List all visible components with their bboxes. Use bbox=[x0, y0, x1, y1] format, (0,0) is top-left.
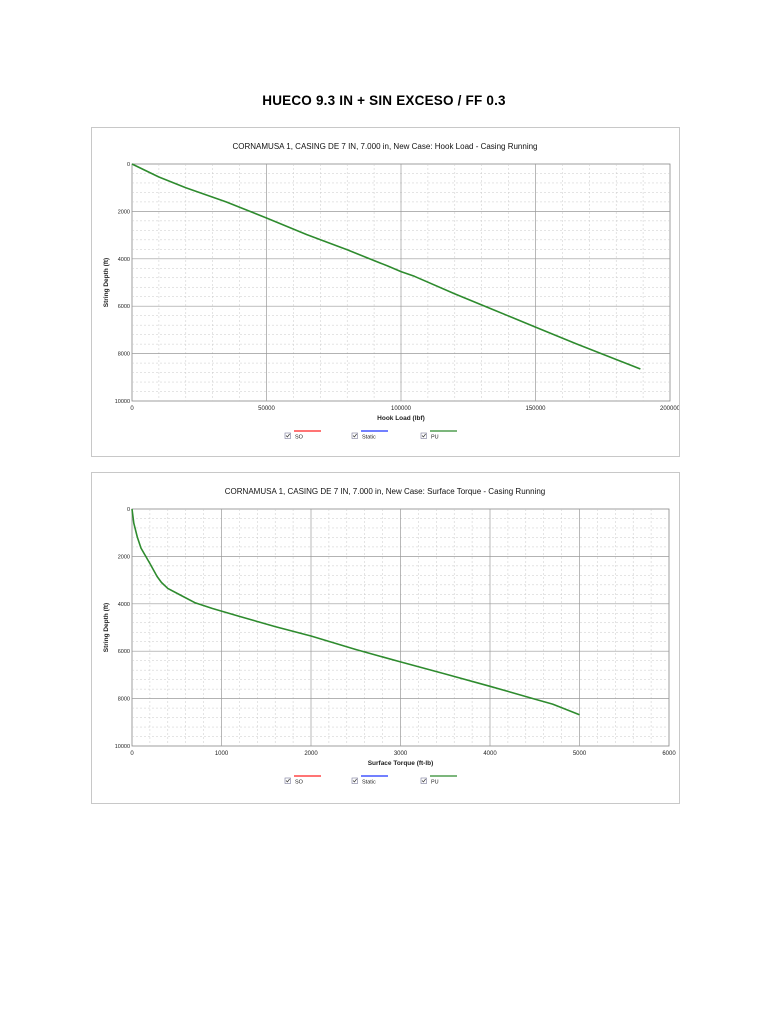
legend-checkbox[interactable] bbox=[351, 432, 358, 439]
legend: SO Static PU bbox=[284, 430, 457, 441]
series-line-pu bbox=[131, 508, 580, 716]
y-tick-label: 4000 bbox=[118, 257, 130, 263]
y-tick-label: 2000 bbox=[118, 554, 130, 560]
x-tick-label: 0 bbox=[130, 751, 134, 757]
x-tick-label: 1000 bbox=[215, 751, 229, 757]
y-tick-label: 10000 bbox=[115, 744, 130, 750]
x-tick-label: 0 bbox=[130, 406, 134, 412]
y-tick-label: 8000 bbox=[118, 352, 130, 358]
check-icon bbox=[421, 433, 426, 438]
x-tick-label: 2000 bbox=[304, 751, 318, 757]
y-tick-label: 2000 bbox=[118, 209, 130, 215]
x-axis-label: Surface Torque (ft-lb) bbox=[368, 760, 434, 767]
x-tick-label: 5000 bbox=[573, 751, 587, 757]
legend-checkbox[interactable] bbox=[351, 777, 358, 784]
y-tick-label: 0 bbox=[127, 507, 130, 513]
grid bbox=[132, 509, 669, 746]
legend-label: Static bbox=[362, 780, 376, 786]
x-tick-label: 200000 bbox=[660, 406, 679, 412]
document-title: HUECO 9.3 IN + SIN EXCESO / FF 0.3 bbox=[262, 93, 506, 108]
legend-checkbox[interactable] bbox=[284, 432, 291, 439]
legend-label: PU bbox=[431, 435, 439, 441]
surface-torque-chart-panel: CORNAMUSA 1, CASING DE 7 IN, 7.000 in, N… bbox=[91, 472, 680, 804]
hook-load-chart: CORNAMUSA 1, CASING DE 7 IN, 7.000 in, N… bbox=[103, 142, 679, 441]
y-tick-label: 8000 bbox=[118, 697, 130, 703]
y-axis-label: String Depth (ft) bbox=[103, 258, 110, 307]
legend-label: Static bbox=[362, 435, 376, 441]
legend-checkbox[interactable] bbox=[420, 777, 427, 784]
y-tick-label: 10000 bbox=[115, 399, 130, 405]
legend-label: SO bbox=[295, 435, 304, 441]
x-tick-label: 150000 bbox=[525, 406, 546, 412]
legend-checkbox[interactable] bbox=[284, 777, 291, 784]
y-tick-label: 6000 bbox=[118, 304, 130, 310]
x-tick-label: 50000 bbox=[258, 406, 275, 412]
x-axis-label: Hook Load (lbf) bbox=[377, 415, 425, 422]
legend: SO Static PU bbox=[284, 775, 457, 786]
legend-label: SO bbox=[295, 780, 304, 786]
legend-label: PU bbox=[431, 780, 439, 786]
legend-checkbox[interactable] bbox=[420, 432, 427, 439]
hook-load-chart-panel: CORNAMUSA 1, CASING DE 7 IN, 7.000 in, N… bbox=[91, 127, 680, 457]
y-axis-label: String Depth (ft) bbox=[103, 603, 110, 652]
chart-title: CORNAMUSA 1, CASING DE 7 IN, 7.000 in, N… bbox=[232, 142, 537, 151]
x-tick-label: 3000 bbox=[394, 751, 408, 757]
grid bbox=[132, 164, 670, 401]
series-line-pu bbox=[131, 163, 641, 370]
y-tick-label: 4000 bbox=[118, 602, 130, 608]
x-tick-label: 100000 bbox=[391, 406, 412, 412]
check-icon bbox=[421, 778, 426, 783]
y-tick-label: 0 bbox=[127, 162, 130, 168]
chart-title: CORNAMUSA 1, CASING DE 7 IN, 7.000 in, N… bbox=[225, 487, 545, 496]
y-tick-label: 6000 bbox=[118, 649, 130, 655]
check-icon bbox=[352, 433, 357, 438]
x-tick-label: 6000 bbox=[662, 751, 676, 757]
check-icon bbox=[285, 778, 290, 783]
surface-torque-chart: CORNAMUSA 1, CASING DE 7 IN, 7.000 in, N… bbox=[103, 487, 676, 786]
check-icon bbox=[352, 778, 357, 783]
x-tick-label: 4000 bbox=[483, 751, 497, 757]
check-icon bbox=[285, 433, 290, 438]
